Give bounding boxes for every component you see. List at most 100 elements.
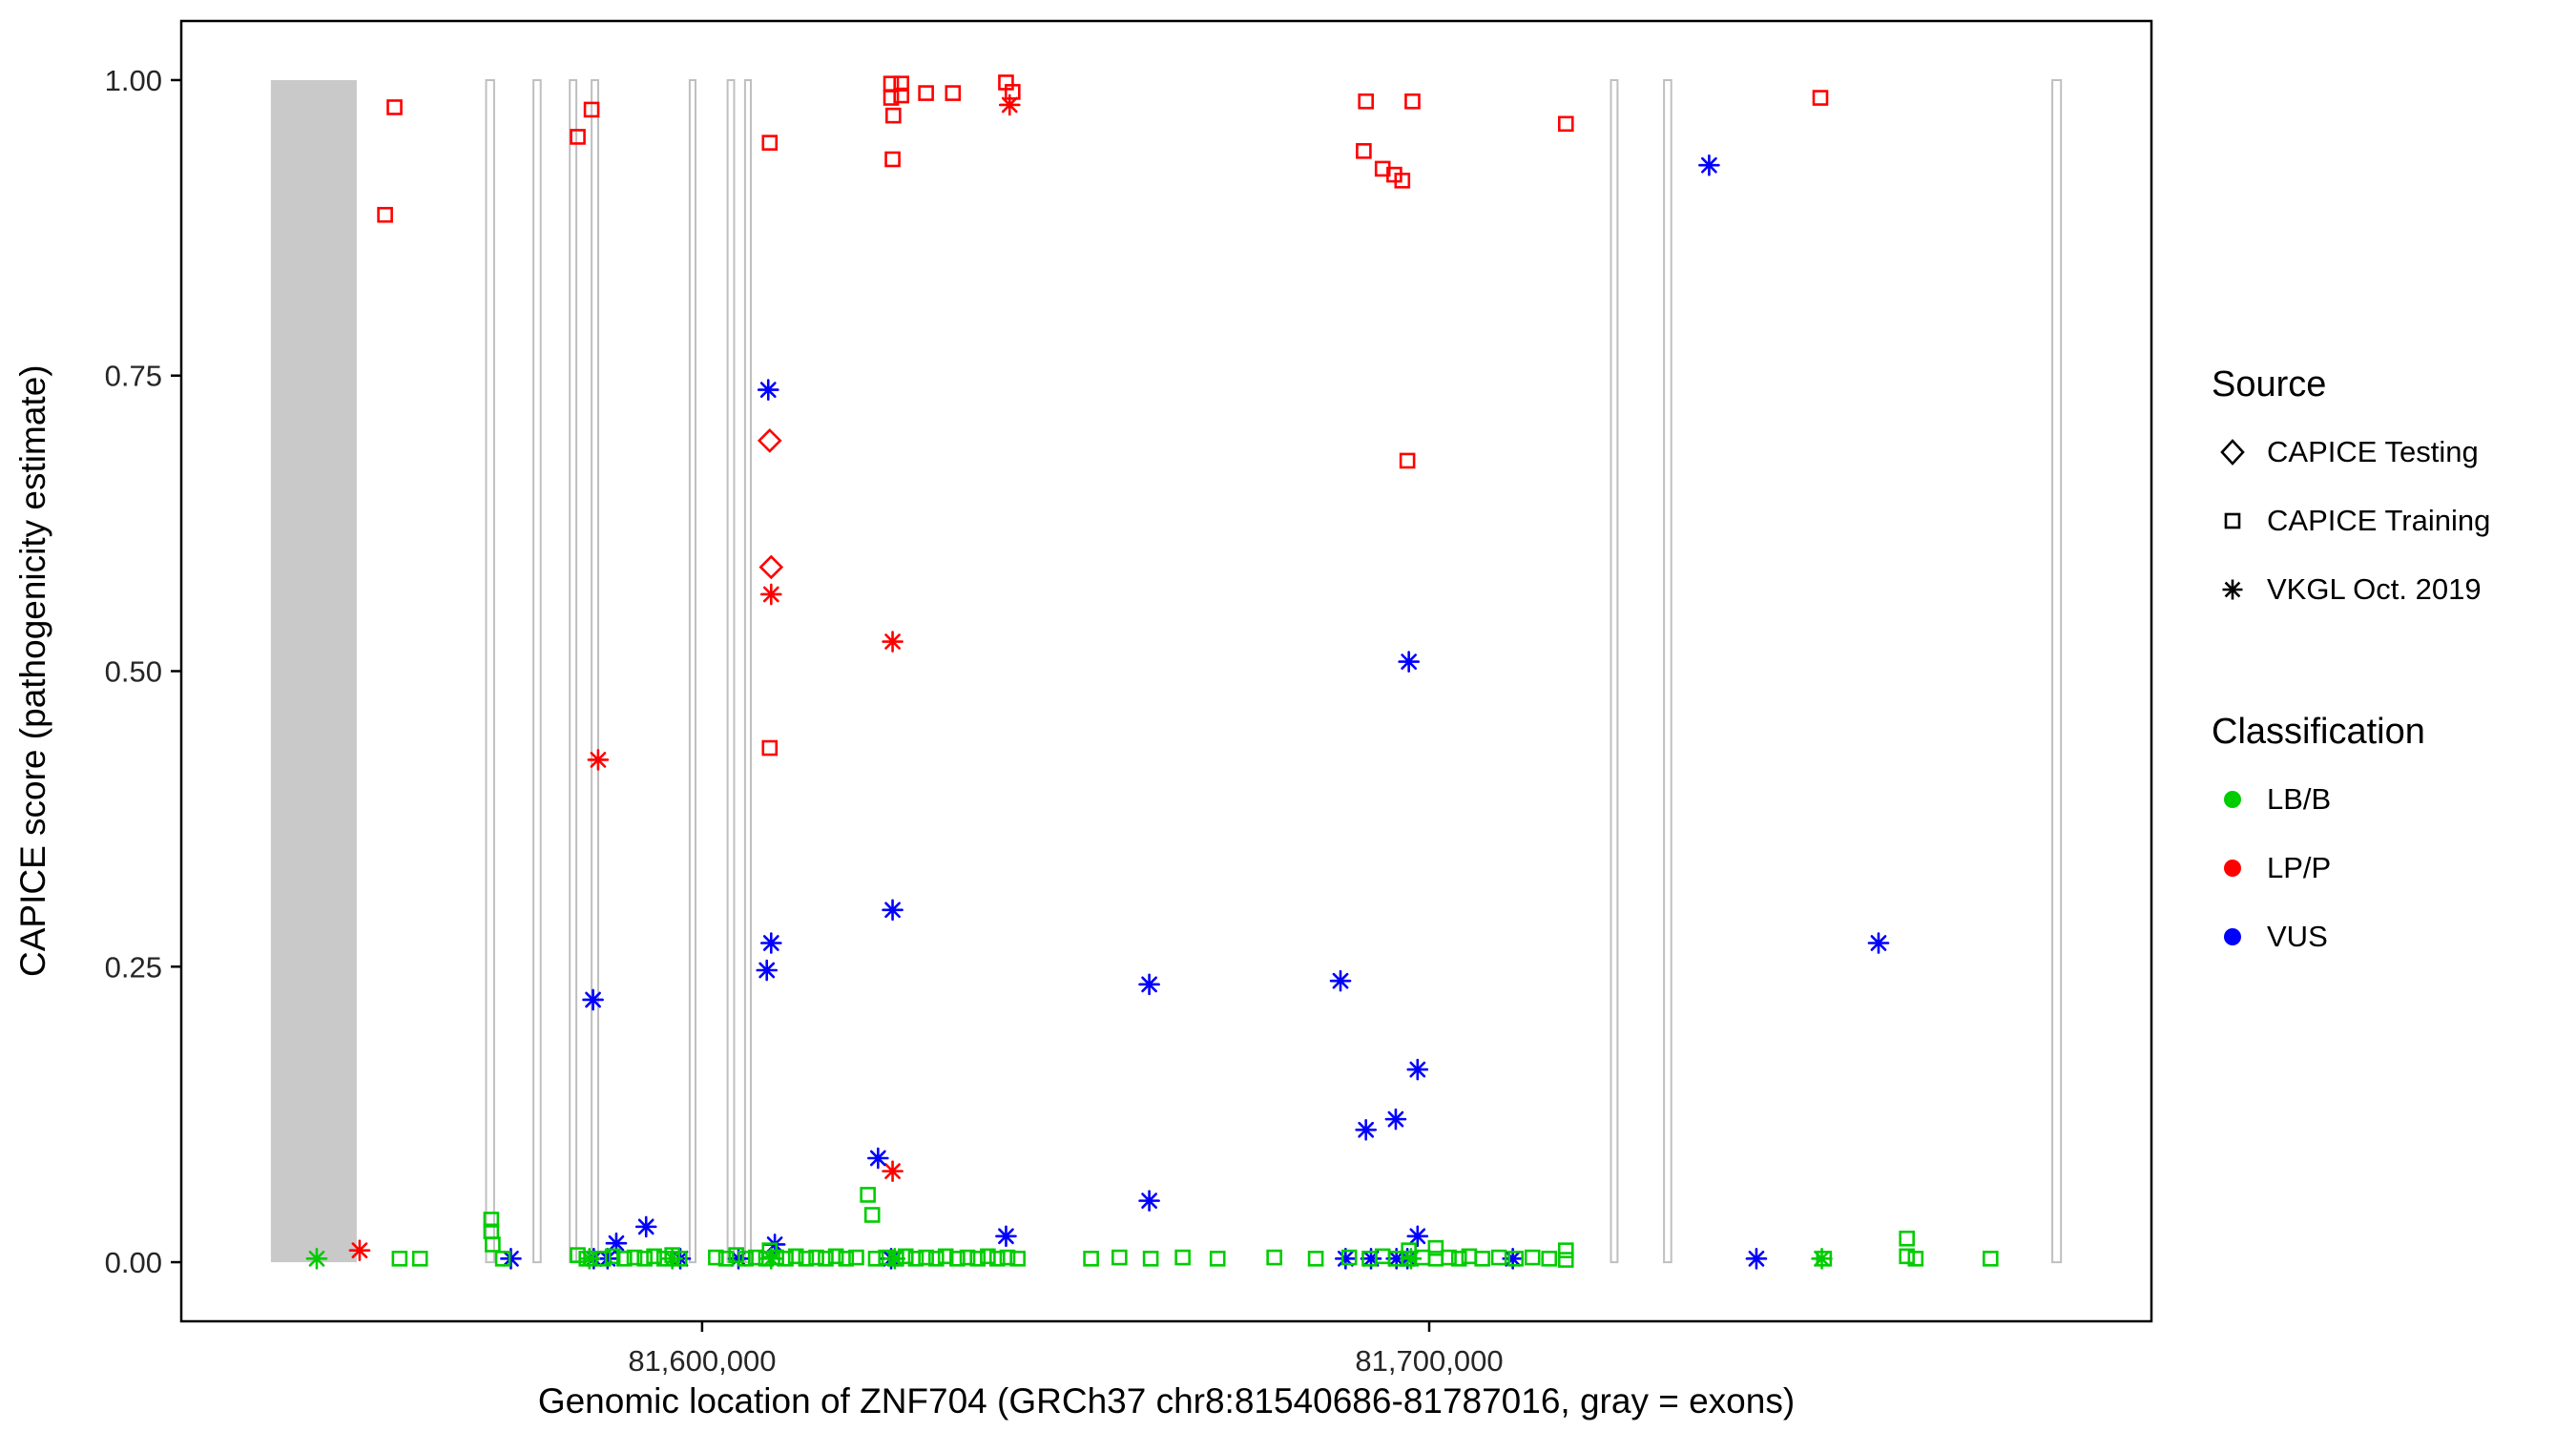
- data-point-asterisk: [1867, 932, 1890, 954]
- data-point-square: [616, 1251, 633, 1267]
- data-point-square: [391, 1251, 408, 1267]
- legend-item-vus: VUS: [2212, 916, 2574, 958]
- data-point-asterisk: [882, 899, 904, 922]
- data-point-square: [1899, 1248, 1915, 1265]
- data-point-square: [927, 1251, 945, 1267]
- data-point-asterisk: [995, 1225, 1017, 1248]
- legend-item-label: LP/P: [2267, 851, 2332, 884]
- legend-classification-title: Classification: [2212, 712, 2425, 752]
- data-point-square: [485, 1236, 501, 1253]
- data-point-square: [1340, 1249, 1358, 1266]
- data-point-asterisk: [867, 1147, 889, 1170]
- data-point-asterisk: [348, 1239, 371, 1261]
- data-point-square: [860, 1187, 876, 1203]
- data-point-asterisk: [305, 1248, 328, 1270]
- legend-item-label: LB/B: [2267, 782, 2332, 816]
- data-point-square: [969, 1251, 987, 1267]
- data-point-square: [907, 1251, 924, 1267]
- data-point-square: [867, 1251, 884, 1267]
- data-point-asterisk: [1698, 154, 1720, 176]
- legend-item-capice-testing: CAPICE Testing: [2212, 431, 2574, 473]
- data-point-square: [949, 1251, 966, 1267]
- data-point-asterisk: [1384, 1108, 1407, 1130]
- data-point-diamond: [757, 428, 782, 453]
- data-point-square: [885, 107, 902, 124]
- data-point-square: [980, 1248, 996, 1265]
- diamond-icon: [2220, 439, 2245, 466]
- data-point-square: [1427, 1239, 1444, 1256]
- data-point-square: [999, 1249, 1016, 1266]
- data-point-square: [918, 1249, 934, 1266]
- data-point-square: [386, 99, 403, 115]
- x-tick-label: 81,600,000: [628, 1344, 776, 1378]
- data-point-square: [761, 739, 779, 757]
- data-point-asterisk: [634, 1215, 657, 1238]
- data-point-square: [1557, 1242, 1574, 1258]
- exon-band: [1610, 79, 1619, 1264]
- legend-item-label: VUS: [2267, 920, 2328, 953]
- legend-source-title: Source: [2212, 364, 2327, 404]
- data-point-square: [848, 1249, 864, 1266]
- data-point-asterisk: [757, 379, 779, 401]
- data-point-square: [787, 1248, 804, 1265]
- data-point-square: [1899, 1230, 1915, 1247]
- data-point-square: [893, 87, 910, 104]
- data-point-square: [1307, 1251, 1324, 1267]
- legend-item-label: CAPICE Testing: [2267, 435, 2479, 468]
- exon-band: [743, 79, 753, 1264]
- square-icon: [2224, 512, 2241, 529]
- exon-band: [1663, 79, 1672, 1264]
- data-point-square: [1111, 1249, 1128, 1266]
- exon-band: [532, 79, 542, 1264]
- data-point-square: [884, 151, 901, 168]
- data-point-square: [1474, 1251, 1490, 1267]
- data-point-square: [1557, 115, 1574, 133]
- red-dot-icon: [2224, 860, 2241, 877]
- exon-band: [270, 80, 357, 1263]
- legend-item-vkgl: VKGL Oct. 2019: [2212, 569, 2574, 611]
- data-point-square: [1083, 1251, 1099, 1267]
- data-point-square: [483, 1212, 500, 1228]
- data-point-square: [1524, 1249, 1541, 1266]
- data-point-square: [1907, 1251, 1924, 1267]
- data-point-square: [1394, 172, 1411, 189]
- legend-item-lbb: LB/B: [2212, 778, 2574, 820]
- data-point-square: [808, 1249, 824, 1266]
- data-point-square: [1142, 1251, 1159, 1267]
- data-point-square: [411, 1251, 428, 1267]
- legend-item-label: VKGL Oct. 2019: [2267, 572, 2482, 606]
- data-point-asterisk: [582, 988, 604, 1011]
- data-point-asterisk: [1355, 1118, 1377, 1141]
- data-point-square: [838, 1251, 855, 1267]
- data-point-square: [636, 1251, 653, 1267]
- data-point-asterisk: [1398, 651, 1420, 673]
- data-point-square: [1005, 84, 1021, 100]
- data-point-square: [937, 1248, 954, 1265]
- exon-band: [591, 79, 599, 1264]
- y-tick-label: 0.25: [105, 950, 162, 984]
- data-point-square: [1490, 1249, 1507, 1266]
- data-point-square: [737, 1251, 754, 1267]
- data-point-square: [583, 101, 600, 118]
- data-point-asterisk: [587, 749, 610, 771]
- y-tick-label: 0.50: [105, 655, 162, 689]
- data-point-square: [728, 1247, 745, 1263]
- x-tick-label: 81,700,000: [1355, 1344, 1503, 1378]
- data-point-square: [798, 1251, 815, 1267]
- blue-dot-icon: [2224, 928, 2241, 945]
- data-point-square: [897, 1248, 914, 1265]
- data-point-asterisk: [1138, 1190, 1160, 1212]
- data-point-square: [1983, 1251, 1999, 1267]
- exon-band: [485, 79, 495, 1264]
- data-point-square: [761, 135, 779, 151]
- data-point-square: [1450, 1251, 1467, 1267]
- data-point-square: [1356, 143, 1372, 159]
- data-point-asterisk: [1745, 1248, 1768, 1270]
- data-point-square: [646, 1248, 662, 1265]
- data-point-square: [1812, 90, 1829, 106]
- data-point-square: [1174, 1249, 1191, 1266]
- data-point-asterisk: [756, 959, 779, 982]
- data-point-square: [883, 90, 900, 106]
